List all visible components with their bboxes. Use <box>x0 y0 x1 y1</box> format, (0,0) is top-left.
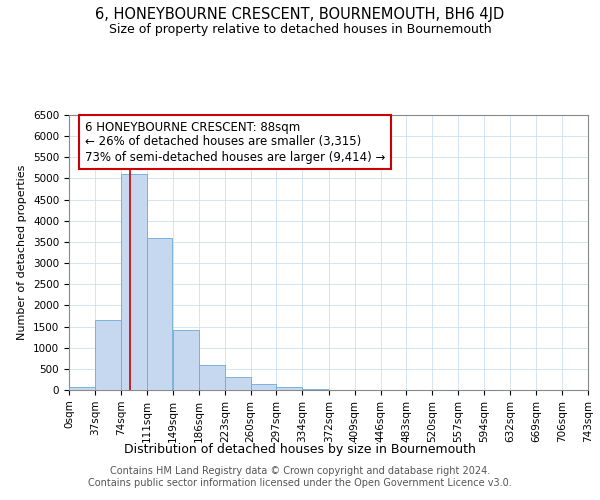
Bar <box>121 174 146 390</box>
Text: Size of property relative to detached houses in Bournemouth: Size of property relative to detached ho… <box>109 22 491 36</box>
Bar <box>302 388 328 390</box>
Bar <box>173 330 199 390</box>
Y-axis label: Number of detached properties: Number of detached properties <box>17 165 28 340</box>
Text: Contains HM Land Registry data © Crown copyright and database right 2024.
Contai: Contains HM Land Registry data © Crown c… <box>88 466 512 487</box>
Text: 6 HONEYBOURNE CRESCENT: 88sqm
← 26% of detached houses are smaller (3,315)
73% o: 6 HONEYBOURNE CRESCENT: 88sqm ← 26% of d… <box>85 120 385 164</box>
Bar <box>69 387 95 390</box>
Bar <box>251 384 277 390</box>
Bar <box>225 378 251 390</box>
Bar <box>199 366 225 390</box>
Text: Distribution of detached houses by size in Bournemouth: Distribution of detached houses by size … <box>124 442 476 456</box>
Bar <box>146 238 172 390</box>
Bar <box>277 387 302 390</box>
Bar <box>95 320 121 390</box>
Text: 6, HONEYBOURNE CRESCENT, BOURNEMOUTH, BH6 4JD: 6, HONEYBOURNE CRESCENT, BOURNEMOUTH, BH… <box>95 8 505 22</box>
